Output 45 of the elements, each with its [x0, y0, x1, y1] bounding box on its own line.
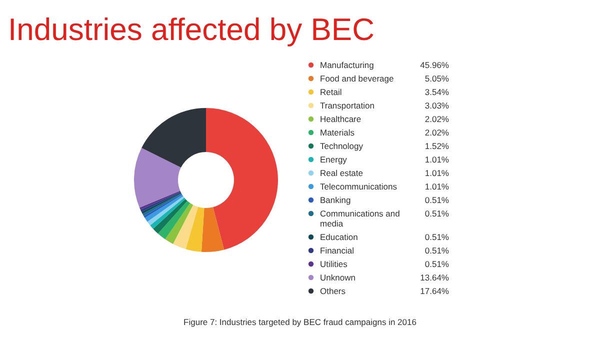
legend-label: Real estate — [320, 168, 364, 178]
legend-label: Financial — [320, 246, 354, 256]
data-label: 45.96% — [420, 60, 450, 70]
donut-slice — [201, 207, 224, 252]
data-label: 3.54% — [424, 87, 450, 97]
data-label: 1.52% — [424, 141, 450, 151]
data-label: 1.01% — [424, 154, 450, 164]
donut-slice — [158, 200, 190, 240]
legend-label: Utilities — [320, 259, 348, 269]
donut-slice — [153, 198, 188, 234]
legend-label: Education — [320, 232, 358, 242]
donut-slice — [206, 108, 278, 250]
data-label: 5.05% — [424, 74, 450, 84]
data-label: 0.51% — [424, 208, 450, 218]
chart-title: Industries affected by BEC — [8, 12, 374, 47]
data-label: 1.01% — [424, 168, 450, 178]
legend-label: Technology — [320, 141, 364, 151]
donut-slice — [134, 148, 181, 208]
legend-label: Transportation — [320, 100, 375, 110]
legend-label: Others — [320, 286, 346, 296]
donut-slice — [172, 204, 198, 250]
legend-label: Manufacturing — [320, 60, 374, 70]
data-label: 0.51% — [424, 195, 450, 205]
donut-slice — [142, 108, 206, 168]
data-label: 2.02% — [424, 128, 450, 138]
legend-label: Banking — [320, 195, 351, 205]
legend-label: Communications and media — [320, 208, 400, 228]
donut-slice — [186, 206, 204, 252]
legend-label: Unknown — [320, 272, 356, 282]
data-label: 3.03% — [424, 100, 450, 110]
data-label: 2.02% — [424, 114, 450, 124]
legend-label: Energy — [320, 154, 348, 164]
legend-label: Telecommunications — [320, 182, 398, 192]
legend-label: Healthcare — [320, 114, 362, 124]
legend-label: Materials — [320, 128, 354, 138]
legend-label: Retail — [320, 87, 342, 97]
data-label: 17.64% — [420, 286, 450, 296]
legend-label: Food and beverage — [320, 74, 394, 84]
data-label: 13.64% — [420, 272, 450, 282]
caption: Figure 7: Industries targeted by BEC fraud campaigns in 2016 — [184, 317, 417, 327]
data-label: 1.01% — [424, 182, 450, 192]
donut-slice — [165, 203, 194, 244]
data-label: 0.51% — [424, 232, 450, 242]
data-label: 0.51% — [424, 259, 450, 269]
data-label: 0.51% — [424, 246, 450, 256]
